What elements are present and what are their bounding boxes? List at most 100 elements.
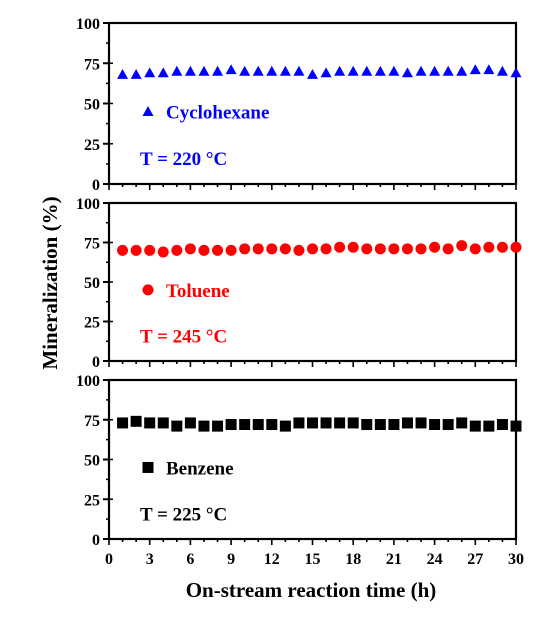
data-point [374,419,386,431]
data-point [442,65,454,76]
y-tick-label: 0 [92,532,100,549]
data-point [117,244,129,256]
y-tick-label: 50 [84,453,100,470]
data-point [198,420,210,432]
data-point [279,420,291,432]
x-tick-label: 30 [508,551,524,568]
data-point [279,65,291,76]
data-point [401,417,413,429]
data-point [374,65,386,76]
data-point [212,244,224,256]
data-point [266,243,278,255]
data-point [374,243,386,255]
data-point [130,244,142,256]
data-point [347,65,359,76]
x-tick-label: 27 [467,551,483,568]
y-tick-label: 100 [76,373,100,390]
data-point [361,419,373,431]
y-tick-label: 50 [84,275,100,292]
data-point [442,419,454,431]
x-axis-label: On-stream reaction time (h) [186,578,437,602]
data-point [429,241,441,253]
data-point [252,65,264,76]
data-point [293,65,305,76]
x-tick-label: 0 [105,551,113,568]
data-point [157,67,169,78]
data-point [198,244,210,256]
data-point [239,419,251,431]
data-point [388,243,400,255]
data-point [483,241,495,253]
data-point [239,65,251,76]
data-point [361,243,373,255]
y-tick-label: 75 [84,236,100,253]
data-point [225,244,237,256]
data-point [252,419,264,431]
condition-label: T = 245 °C [140,327,227,348]
legend-marker [142,461,154,473]
data-point [496,419,508,431]
data-point [456,240,468,252]
data-point [293,417,305,429]
y-tick-label: 25 [84,492,100,509]
data-point [307,69,318,79]
data-point [483,64,495,75]
data-point [429,419,441,431]
legend-label: Benzene [166,458,234,479]
data-point [415,243,427,255]
data-point [510,67,522,78]
chart-panels: 0 25 50 75 100 Cyclohexane T = 220 °C 0 25 50 75 10… [76,16,524,568]
data-point [388,65,400,76]
panel-benzene: 0 25 50 75 100 Benzene T = 225 °C [76,373,522,549]
data-point [184,417,196,429]
data-point [320,243,332,255]
data-point [469,64,481,75]
data-point [184,65,196,76]
data-point [307,243,318,255]
data-point [469,420,481,432]
legend-label: Cyclohexane [166,103,269,124]
data-point [334,65,346,76]
data-point [347,241,359,253]
x-tick-label: 9 [227,551,235,568]
data-point [429,65,441,76]
data-point [266,419,278,431]
data-point [415,65,427,76]
y-tick-label: 100 [76,196,100,213]
data-point [320,67,332,78]
data-point [212,420,224,432]
data-point [320,417,332,429]
y-tick-label: 75 [84,56,100,73]
x-tick-label: 18 [345,551,361,568]
x-tick-label: 12 [264,551,280,568]
data-point [157,246,169,258]
data-point [496,65,508,76]
condition-label: T = 220 °C [140,149,227,170]
x-tick-label: 21 [386,551,402,568]
x-tick-label: 6 [186,551,194,568]
data-point [388,419,400,431]
data-point [225,64,237,75]
data-point [456,65,468,76]
data-point [361,65,373,76]
y-tick-label: 50 [84,97,100,114]
legend-marker [142,106,154,116]
data-point [442,243,454,255]
data-point [415,417,427,429]
data-point [334,241,346,253]
data-point [171,65,183,76]
y-tick-label: 100 [76,16,100,33]
data-point [117,69,129,79]
data-point [510,241,522,253]
data-point [212,65,224,76]
data-point [225,419,237,431]
data-point [130,415,142,427]
data-point [483,420,495,432]
data-point [184,243,196,255]
data-point [334,417,346,429]
data-point [144,417,156,429]
data-point [496,241,508,253]
condition-label: T = 225 °C [140,505,227,526]
data-point [293,244,305,256]
